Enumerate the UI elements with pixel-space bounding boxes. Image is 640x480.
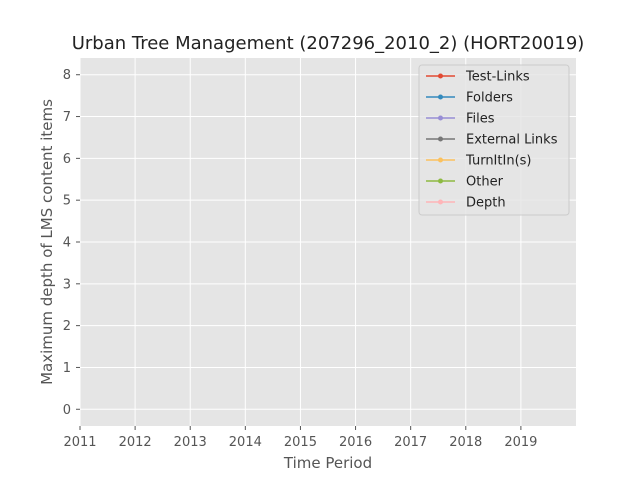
y-tick-label: 5	[63, 194, 71, 209]
legend-marker	[438, 115, 443, 121]
legend-box	[418, 64, 570, 216]
legend-marker	[438, 136, 443, 142]
x-tick-label: 2019	[504, 435, 537, 450]
legend-entry: Files	[426, 112, 495, 127]
legend-marker	[438, 157, 443, 163]
y-tick-label: 2	[63, 319, 71, 334]
legend-entry: External Links	[426, 133, 558, 148]
legend-marker	[438, 94, 443, 100]
y-tick-label: 0	[63, 403, 71, 418]
legend-entry: Depth	[426, 196, 506, 211]
x-axis: 2011 2012 2013 2014 2015 2016 2017 2018 2019	[63, 426, 537, 450]
legend-entry: Folders	[426, 91, 513, 106]
y-tick-label: 4	[63, 236, 71, 251]
legend-label: Folders	[466, 91, 513, 106]
legend-label: Test-Links	[465, 70, 530, 85]
legend: Test-Links Folders Files External Links Turn…	[418, 64, 570, 216]
legend-marker	[438, 178, 443, 184]
x-tick-label: 2017	[394, 435, 427, 450]
y-tick-label: 1	[63, 361, 71, 376]
y-axis-title: Maximum depth of LMS content items	[38, 99, 56, 385]
legend-entry: TurnItIn(s)	[426, 154, 531, 169]
y-tick-label: 6	[63, 152, 71, 167]
x-tick-label: 2014	[229, 435, 262, 450]
legend-label: TurnItIn(s)	[465, 154, 531, 169]
x-axis-title: Time Period	[283, 454, 372, 472]
x-tick-label: 2012	[119, 435, 152, 450]
y-axis: 0 1 2 3 4 5 6 7 8	[63, 68, 80, 418]
y-tick-label: 3	[63, 277, 71, 292]
y-tick-label: 8	[63, 68, 71, 83]
y-tick-label: 7	[63, 110, 71, 125]
legend-label: Files	[466, 112, 495, 127]
x-tick-label: 2015	[284, 435, 317, 450]
legend-label: External Links	[466, 133, 558, 148]
chart-title: Urban Tree Management (207296_2010_2) (H…	[72, 33, 585, 54]
legend-label: Depth	[466, 196, 506, 211]
x-tick-label: 2011	[63, 435, 96, 450]
legend-entry: Test-Links	[426, 70, 530, 85]
legend-label: Other	[466, 175, 504, 190]
legend-marker	[438, 199, 443, 205]
legend-marker	[438, 73, 443, 79]
x-tick-label: 2016	[339, 435, 372, 450]
x-tick-label: 2018	[449, 435, 482, 450]
x-tick-label: 2013	[174, 435, 207, 450]
legend-entry: Other	[426, 175, 504, 190]
